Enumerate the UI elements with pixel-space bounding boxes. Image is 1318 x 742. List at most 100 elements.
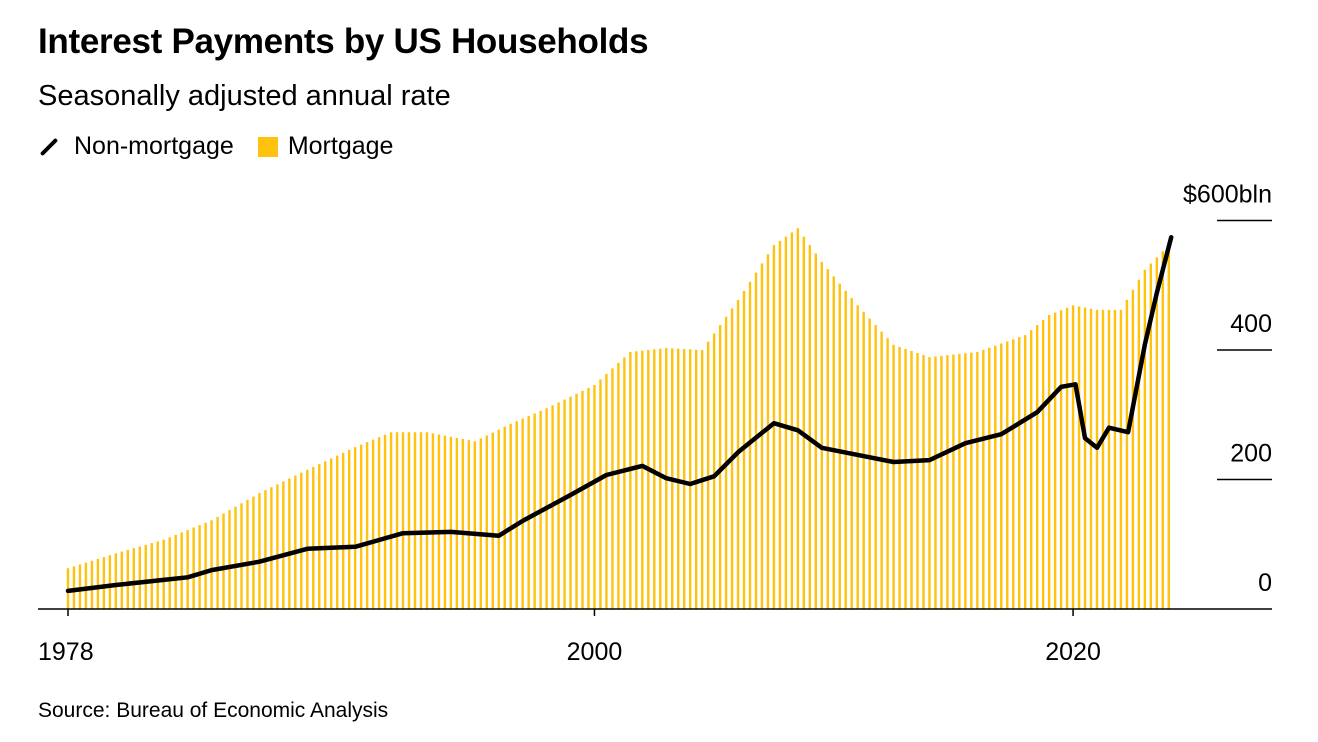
mortgage-bar [120,551,124,609]
y-tick-label: 0 [1258,569,1272,597]
x-tick-label: 2020 [1045,638,1101,666]
mortgage-bar [1041,320,1045,609]
mortgage-bar [216,516,219,609]
mortgage-bar [330,458,333,609]
mortgage-bar [84,562,88,609]
mortgage-bar [772,245,776,610]
mortgage-bar [341,452,345,609]
mortgage-bar [300,472,303,609]
mortgage-bar [796,228,800,609]
mortgage-bar [449,436,453,609]
mortgage-bar [1024,335,1027,609]
mortgage-bar [252,496,255,609]
mortgage-bar [282,481,285,609]
mortgage-bar [706,341,710,609]
mortgage-bar [156,541,159,609]
mortgage-bar [838,283,841,609]
mortgage-bar [682,349,686,609]
mortgage-bar [982,349,985,609]
mortgage-bar [1137,279,1141,609]
y-tick-label: $600bln [1183,181,1272,209]
mortgage-bar [467,440,471,609]
mortgage-bar [802,236,806,609]
mortgage-bar [659,348,662,609]
mortgage-bar [569,396,572,609]
mortgage-bar [347,449,351,609]
mortgage-bar [270,487,273,609]
mortgage-bar [958,353,961,609]
chart-title: Interest Payments by US Households [38,22,649,61]
mortgage-bar [653,349,656,609]
mortgage-bar [575,393,578,609]
mortgage-bar [497,429,500,609]
mortgage-bar [599,379,602,609]
mortgage-bar [1167,245,1170,610]
mortgage-bar [312,466,315,609]
mortgage-bar [198,525,201,609]
mortgage-bar [318,464,321,609]
mortgage-bar [503,426,506,609]
mortgage-bar [1047,315,1051,609]
square-swatch-icon [257,136,278,157]
mortgage-bar [443,435,447,609]
mortgage-bar [240,503,243,609]
mortgage-bar [1065,307,1069,609]
mortgage-bar [641,350,644,609]
mortgage-bar [629,351,632,609]
mortgage-bar [521,418,524,609]
mortgage-bar [712,333,716,609]
mortgage-bar [359,444,363,609]
mortgage-bar [940,355,943,609]
mortgage-bar [832,276,835,609]
mortgage-bar [1077,306,1081,609]
mortgage-bar [952,354,955,609]
mortgage-bar [162,539,165,609]
mortgage-bar [431,433,435,609]
mortgage-bar [988,347,991,609]
mortgage-bar [904,348,907,609]
mortgage-bar [389,432,393,609]
mortgage-bar [1000,343,1003,609]
mortgage-bar [1113,309,1117,609]
source-note: Source: Bureau of Economic Analysis [38,699,389,722]
mortgage-bar [138,546,141,609]
mortgage-bar [1119,309,1123,609]
y-tick-label: 400 [1230,310,1272,338]
mortgage-bar [754,272,758,609]
mortgage-bar [994,345,997,609]
mortgage-bar [108,555,112,609]
mortgage-bar [694,349,698,609]
mortgage-bar [1089,308,1093,609]
mortgage-bar [1143,269,1147,609]
mortgage-bar [814,253,818,609]
mortgage-bar [790,232,794,609]
legend-item-mortgage: Mortgage [257,132,393,161]
mortgage-bar [276,484,279,609]
mortgage-bar [1029,330,1033,609]
mortgage-bar [635,351,638,609]
mortgage-bar [425,432,429,609]
mortgage-bar [1095,309,1099,609]
mortgage-bar [306,469,309,609]
mortgage-bar [509,423,512,609]
mortgage-bar [874,325,877,609]
mortgage-bar [910,350,913,609]
mortgage-bar [371,439,375,609]
mortgage-bar [922,355,925,609]
mortgage-bar [1161,251,1164,609]
mortgage-bar [180,532,183,609]
legend: Non-mortgage Mortgage [38,132,417,161]
mortgage-bar [593,384,596,609]
mortgage-bar [126,549,130,609]
mortgage-bar [868,318,871,609]
mortgage-bar [258,493,261,609]
mortgage-bar [210,520,213,609]
legend-label: Non-mortgage [74,132,234,160]
mortgage-bar [102,557,106,609]
mortgage-bar [353,447,357,609]
mortgage-bar [581,390,584,609]
mortgage-bar [473,441,477,609]
mortgage-bar [623,357,626,609]
mortgage-bar [78,564,82,609]
mortgage-bar [168,537,171,609]
